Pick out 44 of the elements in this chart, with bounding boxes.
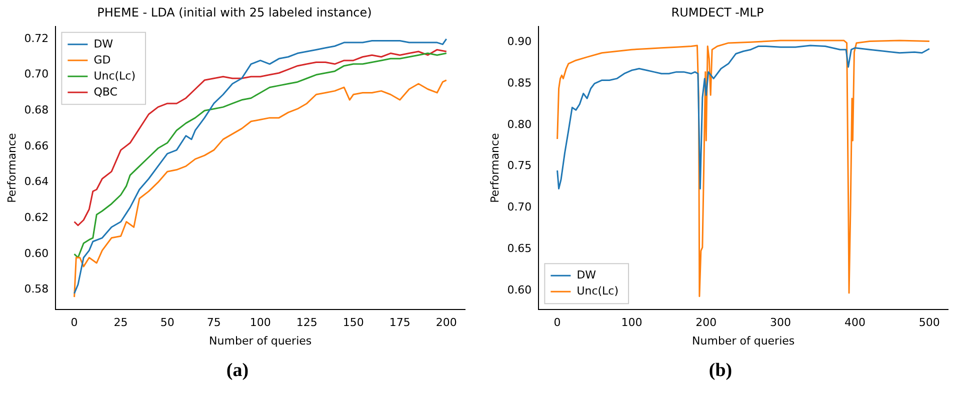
legend-label: Unc(Lc) (576, 284, 619, 298)
y-tick-label: 0.85 (507, 76, 532, 90)
text: (a) (225, 360, 250, 382)
legend-label: DW (94, 37, 114, 50)
y-tick-label: 0.65 (507, 242, 532, 256)
x-tick-label: 125 (296, 316, 318, 330)
legend-label: DW (576, 268, 596, 282)
chart-title: RUMDECT -MLP (671, 5, 764, 20)
legend-label: Unc(Lc) (94, 69, 136, 82)
x-tick-label: 100 (621, 316, 642, 330)
y-tick-label: 0.90 (507, 34, 532, 48)
y-tick-label: 0.60 (507, 283, 532, 296)
y-tick-label: 0.60 (24, 246, 49, 260)
y-tick-label: 0.72 (24, 32, 49, 45)
y-tick-label: 0.70 (24, 68, 49, 81)
x-tick-label: 200 (436, 316, 457, 330)
x-tick-label: 175 (389, 316, 410, 330)
y-tick-label: 0.75 (507, 159, 532, 172)
y-tick-label: 0.70 (507, 200, 532, 214)
text: (b) (708, 360, 734, 382)
y-tick-label: 0.58 (24, 282, 49, 296)
legend-label: GD (94, 53, 111, 66)
x-tick-label: 200 (696, 316, 717, 330)
chart-title: PHEME - LDA (initial with 25 labeled instance) (97, 5, 372, 20)
y-axis-title: Performance (488, 132, 502, 203)
x-tick-label: 75 (206, 316, 221, 330)
y-tick-label: 0.80 (507, 118, 532, 131)
x-tick-label: 150 (342, 316, 364, 330)
x-axis-title: Number of queries (209, 334, 312, 348)
x-tick-label: 500 (918, 316, 940, 330)
x-tick-label: 25 (114, 316, 128, 330)
x-tick-label: 400 (844, 316, 866, 330)
x-tick-label: 0 (70, 316, 78, 330)
legend-label: QBC (94, 85, 118, 98)
y-tick-label: 0.62 (24, 211, 49, 224)
x-axis-title: Number of queries (692, 334, 795, 348)
y-axis-title: Performance (5, 132, 18, 203)
x-tick-label: 100 (250, 316, 271, 330)
x-tick-label: 300 (770, 316, 792, 330)
y-tick-label: 0.66 (24, 139, 49, 152)
y-tick-label: 0.64 (24, 175, 49, 188)
x-tick-label: 50 (160, 316, 174, 330)
x-tick-label: 0 (554, 316, 561, 330)
y-tick-label: 0.68 (24, 104, 49, 116)
